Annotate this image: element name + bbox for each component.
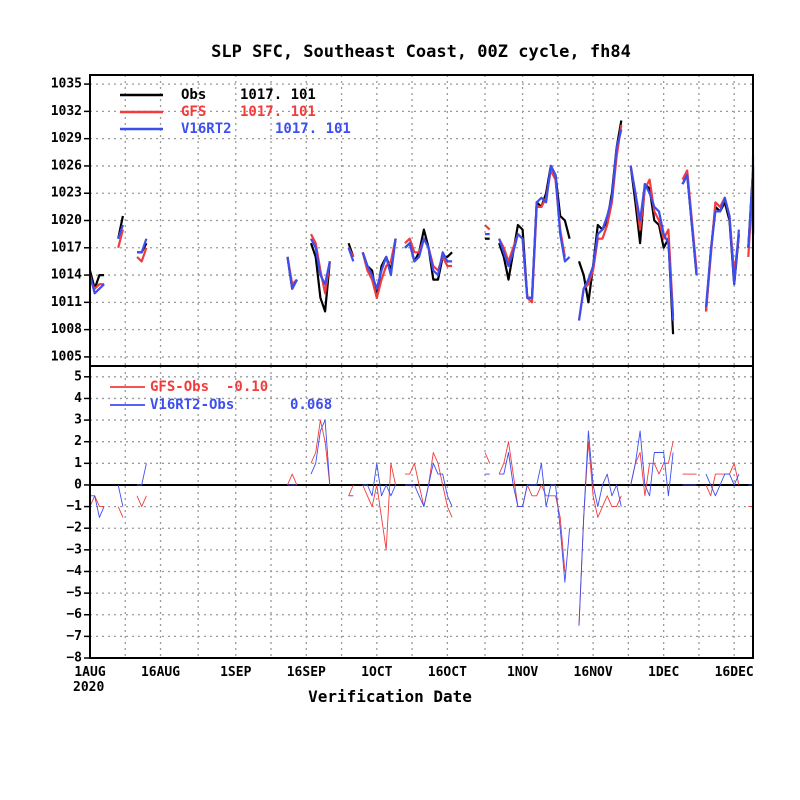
y-tick-label: 1029 bbox=[51, 131, 82, 146]
legend-label-obs: Obs 1017. 101 bbox=[181, 87, 316, 103]
y-tick-label: 1026 bbox=[51, 158, 82, 173]
series-line-v16rt2-obs bbox=[310, 419, 331, 486]
series-line-v16rt2-obs bbox=[362, 462, 397, 497]
series-line-v16rt2-obs bbox=[117, 484, 124, 507]
x-tick-label: 16NOV bbox=[574, 665, 613, 680]
x-tick-label: 16SEP bbox=[287, 665, 326, 680]
y-tick-label: 1032 bbox=[51, 104, 82, 119]
series-line-gfs-obs bbox=[348, 484, 354, 496]
series-line-gfs-obs bbox=[630, 441, 674, 497]
y-tick-label: −8 bbox=[66, 651, 82, 666]
y-tick-label: 1023 bbox=[51, 186, 82, 201]
series-line-v16rt2-obs bbox=[705, 473, 740, 497]
y-tick-label: 1014 bbox=[51, 268, 82, 283]
series-line-v16rt2 bbox=[347, 247, 355, 262]
top-panel-lines bbox=[88, 120, 755, 335]
series-line-v16rt2-obs bbox=[578, 430, 622, 626]
series-line-v16rt2 bbox=[704, 196, 740, 307]
x-tick-label: 1AUG bbox=[74, 665, 105, 680]
series-line-gfs-obs bbox=[310, 419, 331, 486]
series-line-v16rt2 bbox=[577, 129, 623, 321]
bottom-panel-y-ticks: −8 −7 −6 −5 −4 −3 −2 −1 0 1 2 3 4 5 bbox=[66, 369, 90, 666]
y-tick-label: −7 bbox=[66, 629, 82, 644]
series-line-v16rt2 bbox=[310, 238, 331, 286]
y-tick-label: −6 bbox=[66, 607, 82, 622]
y-tick-label: 1017 bbox=[51, 240, 82, 255]
x-axis-ticks: 1AUG 16AUG 1SEP 16SEP 1OCT 16OCT 1NOV 16NOV 1DEC… bbox=[74, 665, 753, 680]
y-tick-label: 0 bbox=[74, 477, 82, 492]
x-tick-label: 1NOV bbox=[507, 665, 538, 680]
bottom-panel: −8 −7 −6 −5 −4 −3 −2 −1 0 1 2 3 4 5 bbox=[66, 365, 754, 666]
series-line-v16rt2 bbox=[629, 165, 675, 321]
series-line-gfs-obs bbox=[498, 441, 566, 572]
bottom-legend: GFS-Obs -0.10 V16RT2-Obs 0.068 bbox=[110, 379, 332, 413]
y-tick-label: 5 bbox=[74, 369, 82, 384]
series-line-v16rt2 bbox=[361, 238, 397, 290]
series-line-v16rt2-obs bbox=[90, 495, 105, 518]
chart-title: SLP SFC, Southeast Coast, 00Z cycle, fh8… bbox=[211, 42, 631, 62]
series-line-obs bbox=[309, 242, 331, 313]
y-tick-label: 1020 bbox=[51, 213, 82, 228]
x-tick-label: 1SEP bbox=[220, 665, 251, 680]
y-tick-label: 2 bbox=[74, 434, 82, 449]
series-line-gfs-obs bbox=[117, 506, 124, 518]
x-tick-label: 16OCT bbox=[428, 665, 467, 680]
y-tick-label: −3 bbox=[66, 542, 82, 557]
x-tick-label: 1DEC bbox=[648, 665, 679, 680]
legend-label-gfs-obs: GFS-Obs -0.10 bbox=[150, 379, 268, 395]
series-line-gfs bbox=[484, 224, 491, 231]
series-line-v16rt2-obs bbox=[405, 462, 453, 508]
series-line-v16rt2-obs bbox=[499, 452, 571, 583]
top-legend: Obs 1017. 101 GFS 1017. 101 V16RT2 1017. 10… bbox=[120, 87, 351, 137]
series-line-gfs bbox=[117, 229, 124, 249]
y-tick-label: −1 bbox=[66, 499, 82, 514]
series-line-gfs-obs bbox=[89, 495, 105, 508]
y-tick-label: −2 bbox=[66, 521, 82, 536]
bottom-panel-frame bbox=[89, 365, 754, 659]
y-tick-label: 1011 bbox=[51, 295, 82, 310]
top-panel-y-ticks: 1005 1008 1011 1014 1017 1020 1023 1026 1029 1032… bbox=[51, 77, 90, 364]
legend-label-v16rt2-obs: V16RT2-Obs 0.068 bbox=[150, 397, 332, 413]
series-line-v16rt2 bbox=[498, 164, 571, 299]
series-line-gfs bbox=[498, 169, 566, 304]
y-tick-label: 4 bbox=[74, 391, 82, 406]
top-panel: 1005 1008 1011 1014 1017 1020 1023 1026 1029 1032… bbox=[51, 74, 755, 367]
series-line-v16rt2 bbox=[88, 274, 105, 295]
y-tick-label: −5 bbox=[66, 586, 82, 601]
series-line-gfs bbox=[361, 238, 397, 299]
x-axis-label: Verification Date bbox=[308, 687, 472, 706]
series-line-v16rt2 bbox=[404, 237, 453, 277]
y-tick-label: 3 bbox=[74, 413, 82, 428]
series-line-gfs-obs bbox=[362, 462, 397, 551]
series-line-gfs-obs bbox=[136, 495, 147, 508]
bottom-panel-lines bbox=[89, 419, 754, 626]
x-tick-label: 16DEC bbox=[715, 665, 754, 680]
series-line-v16rt2 bbox=[286, 256, 298, 290]
legend-label-gfs: GFS 1017. 101 bbox=[181, 104, 316, 120]
top-panel-grid bbox=[90, 75, 753, 366]
y-tick-label: 1005 bbox=[51, 349, 82, 364]
series-line-v16rt2 bbox=[681, 173, 698, 276]
y-tick-label: −4 bbox=[66, 564, 82, 579]
series-line-obs bbox=[88, 270, 105, 290]
x-tick-label: 1OCT bbox=[361, 665, 392, 680]
series-line-v16rt2-obs bbox=[630, 430, 674, 497]
series-line-gfs-obs bbox=[287, 473, 298, 486]
series-line-obs bbox=[629, 165, 675, 335]
x-tick-label: 16AUG bbox=[141, 665, 180, 680]
series-line-gfs-obs bbox=[578, 441, 622, 626]
series-line-v16rt2-obs bbox=[137, 463, 147, 486]
y-tick-label: 1 bbox=[74, 456, 82, 471]
x-axis-year: 2020 bbox=[73, 680, 104, 695]
series-line-gfs-obs bbox=[484, 452, 491, 464]
series-line-gfs bbox=[136, 247, 148, 263]
series-line-v16rt2 bbox=[137, 238, 148, 254]
series-line-gfs-obs bbox=[705, 462, 740, 497]
legend-label-v16rt2: V16RT2 1017. 101 bbox=[181, 121, 351, 137]
y-tick-label: 1008 bbox=[51, 322, 82, 337]
y-tick-label: 1035 bbox=[51, 77, 82, 92]
series-line-v16rt2 bbox=[117, 224, 124, 240]
